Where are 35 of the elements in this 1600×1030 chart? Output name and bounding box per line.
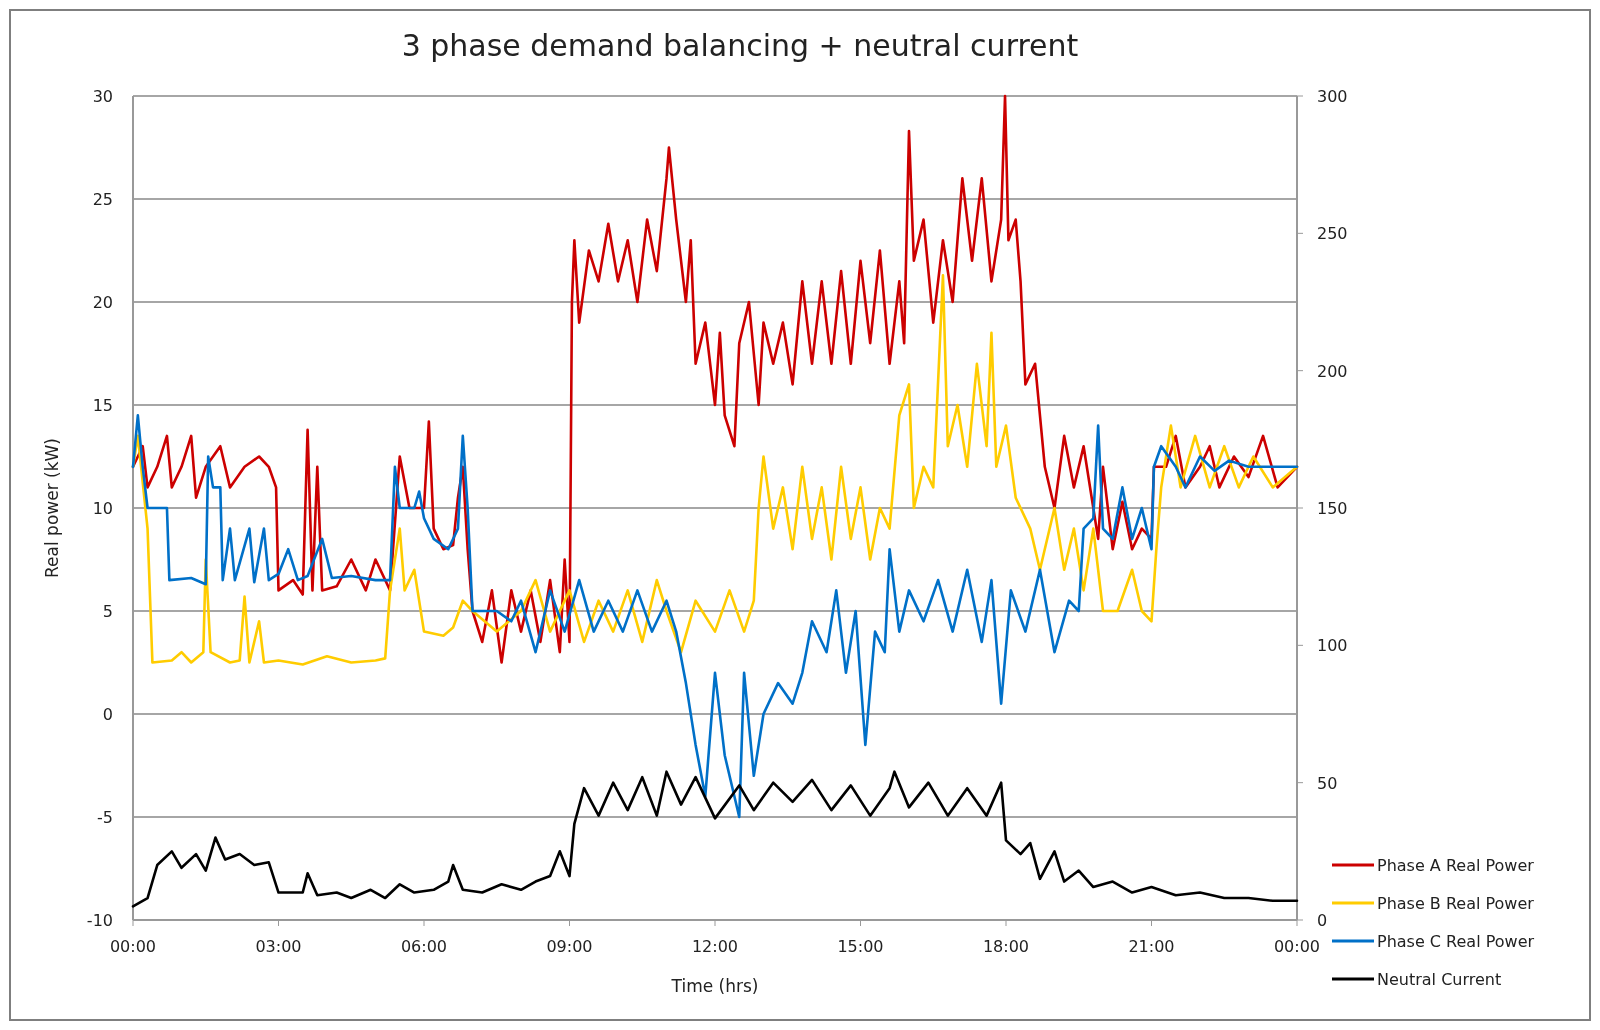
legend-label: Phase B Real Power: [1377, 894, 1535, 913]
y-tick-label: 10: [92, 499, 113, 518]
line-series: [131, 273, 1299, 666]
y-tick-label: 15: [92, 396, 113, 415]
y-tick-label: -5: [97, 808, 113, 827]
y2-tick-label: 200: [1317, 361, 1348, 381]
y2-tick-label: 150: [1317, 499, 1348, 518]
line-series: [131, 414, 1299, 819]
y2-tick-label: 0: [1317, 911, 1328, 930]
y-tick-label: 20: [92, 293, 113, 312]
y2-tick-label: 250: [1317, 224, 1348, 244]
x-tick-label: 12:00: [691, 937, 739, 956]
legend-label: Phase A Real Power: [1377, 856, 1535, 875]
y-axis-title: Real power (kW): [42, 438, 62, 578]
legend-label: Phase C Real Power: [1377, 932, 1535, 951]
x-tick-label: 06:00: [400, 937, 448, 956]
x-tick-label: 00:00: [1273, 937, 1321, 956]
y2-tick-label: 50: [1317, 773, 1338, 793]
x-tick-label: 21:00: [1128, 937, 1175, 956]
legend-label: Neutral Current: [1377, 970, 1502, 989]
y-tick-label: 25: [92, 190, 113, 209]
x-tick-label: 03:00: [255, 937, 302, 956]
line-series: [131, 770, 1299, 908]
chart-title: 3 phase demand balancing + neutral current: [401, 28, 1079, 63]
x-tick-label: 15:00: [837, 937, 884, 956]
y-tick-label: 0: [102, 705, 113, 724]
x-tick-label: 09:00: [546, 937, 593, 956]
x-axis-title: Time (hrs): [670, 976, 759, 996]
y2-tick-label: 100: [1317, 636, 1348, 656]
x-tick-label: 18:00: [982, 937, 1030, 956]
y-tick-label: 30: [92, 87, 113, 106]
x-tick-label: 00:00: [109, 937, 157, 956]
y2-tick-label: 300: [1317, 87, 1348, 106]
y-tick-label: -10: [86, 911, 113, 930]
y-tick-label: 5: [102, 602, 113, 621]
